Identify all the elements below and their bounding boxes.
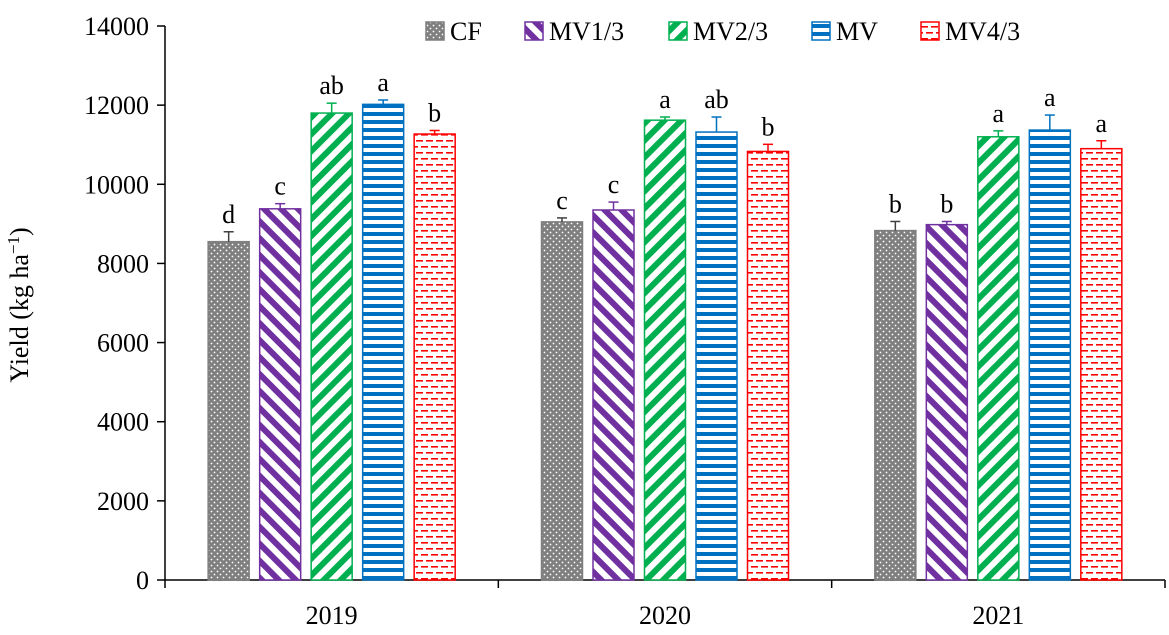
significance-letter: b <box>428 98 441 127</box>
significance-letter: a <box>377 68 389 97</box>
significance-letter: a <box>1044 83 1056 112</box>
bar <box>925 223 969 581</box>
bar <box>1028 129 1072 581</box>
significance-letter: a <box>993 99 1005 128</box>
y-axis-title-group: Yield (kg ha−1) <box>4 227 35 382</box>
significance-letter: b <box>889 189 902 218</box>
legend: CF MV1/3 MV2/3 MV MV4/3 <box>425 17 1020 46</box>
significance-letter: a <box>659 85 671 114</box>
y-tick-label: 8000 <box>97 249 149 278</box>
y-axis-title: Yield (kg ha−1) <box>4 227 35 382</box>
y-tick-label: 0 <box>136 566 149 595</box>
significance-letter: ab <box>319 71 344 100</box>
x-tick-label: 2021 <box>972 601 1024 630</box>
y-axis: 0 2000 4000 6000 8000 10000 12000 14000 <box>84 12 166 595</box>
significance-letter: a <box>1096 109 1108 138</box>
bar <box>977 136 1020 581</box>
bar <box>746 150 790 581</box>
bar <box>874 229 917 581</box>
legend-label: MV <box>836 17 878 46</box>
legend-swatch <box>425 21 445 41</box>
x-tick-label: 2020 <box>639 601 691 630</box>
bar <box>643 119 687 581</box>
y-tick-label: 2000 <box>97 487 149 516</box>
x-tick-label: 2019 <box>306 601 358 630</box>
bar <box>1080 147 1123 581</box>
legend-label: CF <box>450 17 482 46</box>
bar <box>361 103 405 581</box>
bar <box>592 209 635 581</box>
significance-letter: ab <box>704 85 729 114</box>
significance-letter: c <box>556 186 568 215</box>
bar <box>540 221 584 581</box>
y-axis-title-close: ) <box>5 227 34 236</box>
y-axis-title-sup: −1 <box>4 236 23 254</box>
significance-letter: b <box>762 112 775 141</box>
bar <box>207 240 250 581</box>
legend-label: MV4/3 <box>945 17 1020 46</box>
significance-letter: d <box>222 200 235 229</box>
bar <box>413 133 456 581</box>
y-tick-label: 10000 <box>84 170 149 199</box>
legend-label: MV1/3 <box>549 17 624 46</box>
legend-swatch <box>811 21 831 41</box>
significance-letter: b <box>940 189 953 218</box>
bar <box>695 131 738 581</box>
y-tick-label: 14000 <box>84 12 149 41</box>
legend-swatch <box>920 21 940 41</box>
bar <box>310 112 353 581</box>
legend-label: MV2/3 <box>693 17 768 46</box>
y-tick-label: 12000 <box>84 91 149 120</box>
x-axis: 2019 2020 2021 <box>164 579 1166 630</box>
y-tick-label: 6000 <box>97 329 149 358</box>
y-axis-title-text: Yield (kg ha <box>5 254 34 383</box>
bar <box>258 208 302 581</box>
significance-letter: c <box>608 170 620 199</box>
significance-letter: c <box>274 172 286 201</box>
legend-swatch <box>524 21 544 41</box>
legend-swatch <box>668 21 688 41</box>
y-tick-label: 4000 <box>97 408 149 437</box>
